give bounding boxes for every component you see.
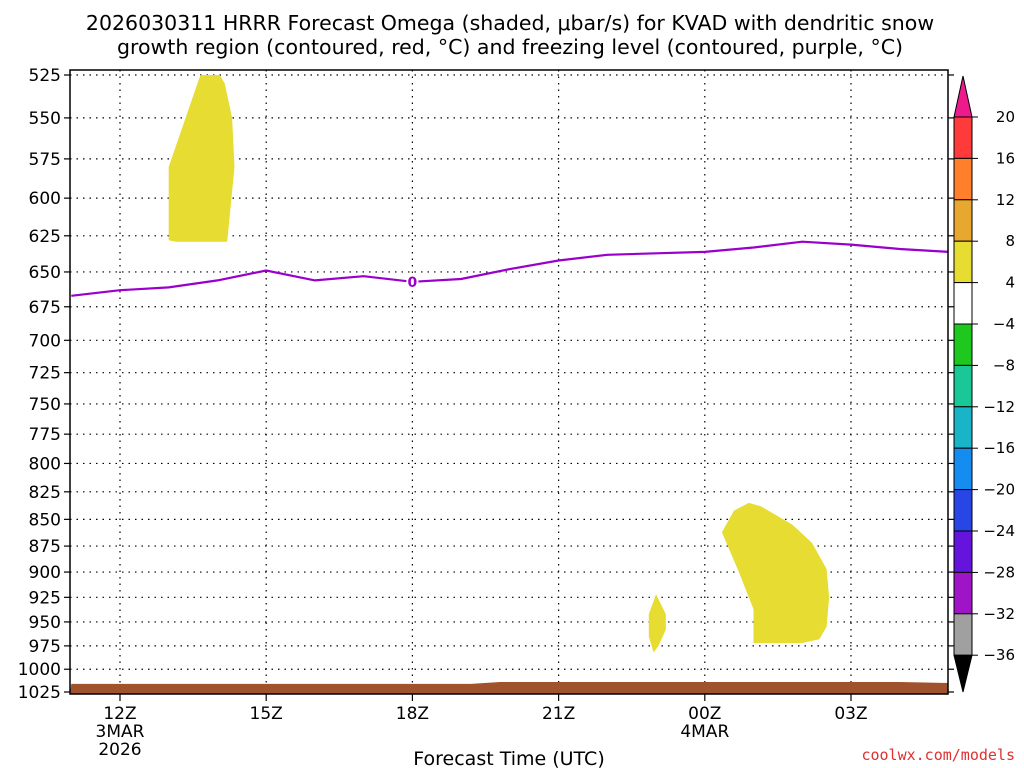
omega-shaded-regions: [168, 75, 830, 653]
y-tick-label-625: 625: [29, 227, 61, 247]
colorbar-label-16: 16: [996, 149, 1015, 167]
y-tick-label-800: 800: [29, 454, 61, 474]
colorbar-segment--20-to--24: [953, 489, 973, 532]
terrain-fill: [70, 682, 949, 694]
colorbar-label--12: −12: [983, 398, 1015, 416]
grid-lines: [70, 70, 948, 694]
colorbar-label--16: −16: [983, 439, 1015, 457]
x-tick-label-12Z: 12Z: [103, 704, 136, 724]
colorbar-segment--12-to--16: [953, 406, 973, 449]
colorbar-label--4: −4: [993, 315, 1015, 333]
colorbar-segment-16-to-12: [953, 157, 973, 201]
colorbar-label-12: 12: [996, 191, 1015, 209]
colorbar-segment--28-to--32: [953, 571, 973, 615]
colorbar-segment-12-to-8: [953, 199, 973, 242]
freezing-level-label: 0: [408, 275, 418, 291]
x-tick-label-03Z: 03Z: [834, 704, 867, 724]
y-tick-label-975: 975: [29, 637, 61, 657]
y-tick-label-700: 700: [29, 331, 61, 351]
colorbar-segment-4-to--4: [953, 282, 973, 325]
colorbar-label-4: 4: [1005, 274, 1015, 292]
y-tick-label-925: 925: [29, 588, 61, 608]
colorbar-segment--32-to--36: [953, 613, 973, 656]
colorbar-segment--4-to--8: [953, 323, 973, 366]
x-axis-label: Forecast Time (UTC): [413, 748, 604, 768]
colorbar: 20 16 12 8 4 −4 −8 −12 −16 −20 −24 −28 −32 −36: [953, 75, 1015, 693]
y-tick-label-900: 900: [29, 563, 61, 583]
colorbar-top-arrow: [953, 75, 973, 118]
credit-text: coolwx.com/models: [861, 746, 1015, 764]
y-tick-label-550: 550: [29, 109, 61, 129]
chart-title-line-2: growth region (contoured, red, °C) and f…: [117, 35, 903, 59]
y-tick-label-1000: 1000: [18, 660, 61, 680]
y-tick-label-950: 950: [29, 613, 61, 633]
y-tick-label-875: 875: [29, 537, 61, 557]
x-tick-label-21Z: 21Z: [542, 704, 575, 724]
colorbar-segment--24-to--28: [953, 530, 973, 573]
colorbar-label-20: 20: [996, 108, 1015, 126]
x-tick-label-18Z: 18Z: [396, 704, 429, 724]
colorbar-segment--16-to--20: [953, 447, 973, 491]
omega-region-3: [721, 502, 830, 643]
y-tick-label-850: 850: [29, 510, 61, 530]
freezing-level-layer: 0: [71, 240, 949, 297]
x-tick-label-00Z: 00Z: [688, 704, 721, 724]
colorbar-segment-20-to-16: [953, 116, 973, 159]
plot-frame: [69, 69, 949, 695]
y-tick-label-825: 825: [29, 483, 61, 503]
x-tick-date-00Z: 4MAR: [680, 722, 729, 742]
y-tick-label-650: 650: [29, 263, 61, 283]
y-axis-pressure-ticks: 525 550 575 600 625 650 675 700 725 750 775 800 825 8…: [18, 66, 954, 703]
colorbar-segment-8-to-4: [953, 240, 973, 284]
omega-region-1: [168, 75, 235, 242]
colorbar-label--20: −20: [983, 481, 1015, 499]
y-tick-label-775: 775: [29, 425, 61, 445]
y-tick-label-750: 750: [29, 395, 61, 415]
y-tick-label-525: 525: [29, 66, 61, 86]
colorbar-bottom-arrow: [953, 654, 973, 693]
y-tick-label-675: 675: [29, 298, 61, 318]
x-tick-label-15Z: 15Z: [250, 704, 283, 724]
colorbar-label--36: −36: [983, 646, 1015, 664]
x-tick-date-12Z: 3MAR: [96, 722, 145, 742]
colorbar-label--24: −24: [983, 522, 1015, 540]
y-tick-label-600: 600: [29, 189, 61, 209]
colorbar-segment--8-to--12: [953, 364, 973, 408]
colorbar-label-8: 8: [1005, 232, 1015, 250]
y-tick-label-725: 725: [29, 364, 61, 384]
y-tick-label-575: 575: [29, 150, 61, 170]
chart-title-line-1: 2026030311 HRRR Forecast Omega (shaded, …: [86, 11, 934, 35]
freezing-level-line: [71, 240, 949, 297]
terrain-layer: [70, 682, 949, 694]
x-tick-year-12Z: 2026: [98, 740, 141, 760]
colorbar-label--28: −28: [983, 563, 1015, 581]
y-tick-label-1025: 1025: [18, 683, 61, 703]
omega-region-2: [648, 594, 666, 653]
freezing-level-label-bg: [406, 272, 419, 291]
colorbar-label--8: −8: [993, 356, 1015, 374]
colorbar-label--32: −32: [983, 605, 1015, 623]
